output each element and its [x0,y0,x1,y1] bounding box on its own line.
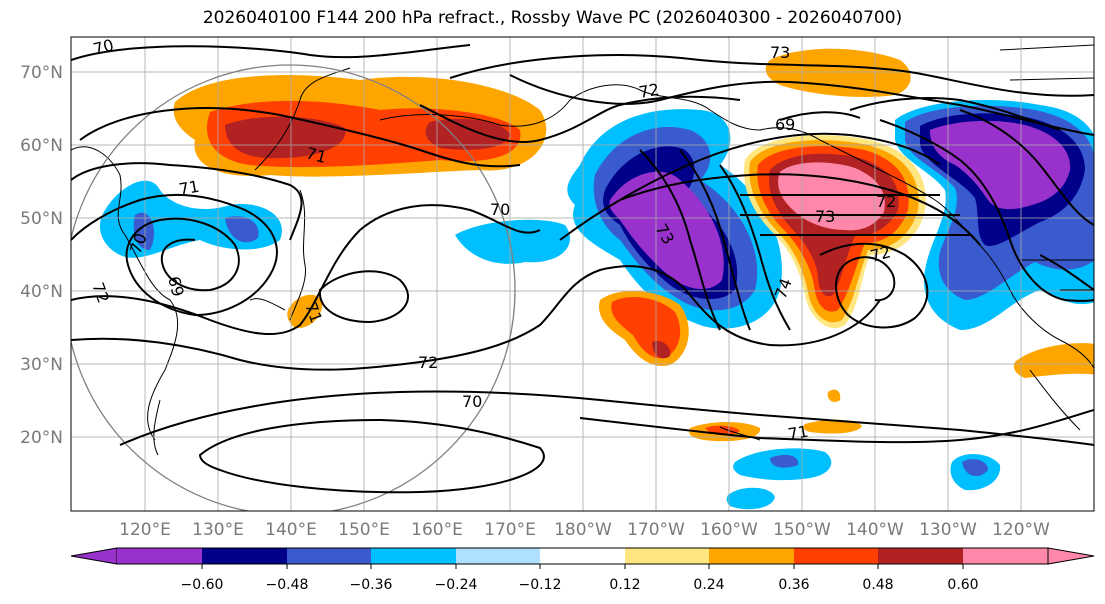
colorbar-swatch [287,548,371,564]
contour-label: 70 [91,35,116,59]
colorbar-swatch [371,548,456,564]
colorbar-swatch [625,548,709,564]
contour-label: 71 [177,177,200,199]
contour-label: 70 [462,392,482,411]
lon-label: 120°W [992,520,1050,540]
lat-label: 30°N [20,355,63,375]
contour-label: 72 [418,353,438,372]
lon-label: 160°E [411,520,463,540]
coastlines [71,44,1094,456]
contour-label: 69 [775,115,795,134]
colorbar-swatch [117,548,202,564]
colorbar-extend-low [70,547,118,565]
map-panel: 73 72 69 71 70 71 70 70 73 72 72 74 72 7… [71,35,1094,511]
contour-label: 72 [637,80,660,102]
colorbar-tick-label: 0.12 [609,577,640,593]
colorbar-tick-label: −0.36 [350,577,393,593]
lat-label: 70°N [20,63,63,83]
gridlines [71,37,1094,511]
contour-label: 69 [164,274,188,299]
contour-label: 73 [815,207,835,226]
map-frame [70,36,1095,512]
lon-label: 120°E [119,520,171,540]
contour-label: 72 [868,242,893,266]
lat-label: 40°N [20,282,63,302]
contour-label: 70 [490,200,510,219]
lon-label: 140°E [265,520,317,540]
contour-label: 71 [786,422,809,444]
lon-label: 170°E [484,520,536,540]
colorbar-swatch [540,548,625,564]
colorbar-swatch [878,548,963,564]
colorbar-extend-high [1047,547,1095,565]
colorbar-tick-label: −0.24 [435,577,478,593]
colorbar-tick-label: 0.24 [693,577,724,593]
colorbar-tick-label: −0.60 [181,577,224,593]
contour-label: 73 [770,43,790,62]
lat-label: 20°N [20,428,63,448]
latitude-labels: 70°N 60°N 50°N 40°N 30°N 20°N [20,63,63,448]
colorbar-swatch [709,548,794,564]
lat-label: 50°N [20,209,63,229]
lon-label: 130°W [919,520,977,540]
shaded-field [100,48,1094,510]
lon-label: 160°W [700,520,758,540]
lat-label: 60°N [20,136,63,156]
lon-label: 140°W [846,520,904,540]
lon-label: 170°W [627,520,685,540]
lon-label: 180°W [554,520,612,540]
map-title: 2026040100 F144 200 hPa refract., Rossby… [202,8,903,28]
colorbar-tick-label: 0.60 [947,577,978,593]
colorbar-swatch [202,548,287,564]
colorbar-swatch [794,548,878,564]
colorbar-swatch [963,548,1048,564]
colorbar-tick-label: 0.48 [862,577,893,593]
colorbar: −0.60 −0.48 −0.36 −0.24 −0.12 0.12 0.24 … [70,547,1095,593]
reference-circle [71,64,516,511]
colorbar-tick-label: 0.36 [778,577,809,593]
colorbar-tick-label: −0.12 [519,577,562,593]
longitude-labels: 120°E 130°E 140°E 150°E 160°E 170°E 180°… [119,520,1050,540]
lon-label: 130°E [192,520,244,540]
contour-label: 71 [304,144,329,168]
lon-label: 150°W [773,520,831,540]
colorbar-swatch [456,548,540,564]
lon-label: 150°E [338,520,390,540]
contour-lines [71,44,1094,494]
colorbar-tick-label: −0.48 [266,577,309,593]
contour-label: 72 [876,192,896,211]
